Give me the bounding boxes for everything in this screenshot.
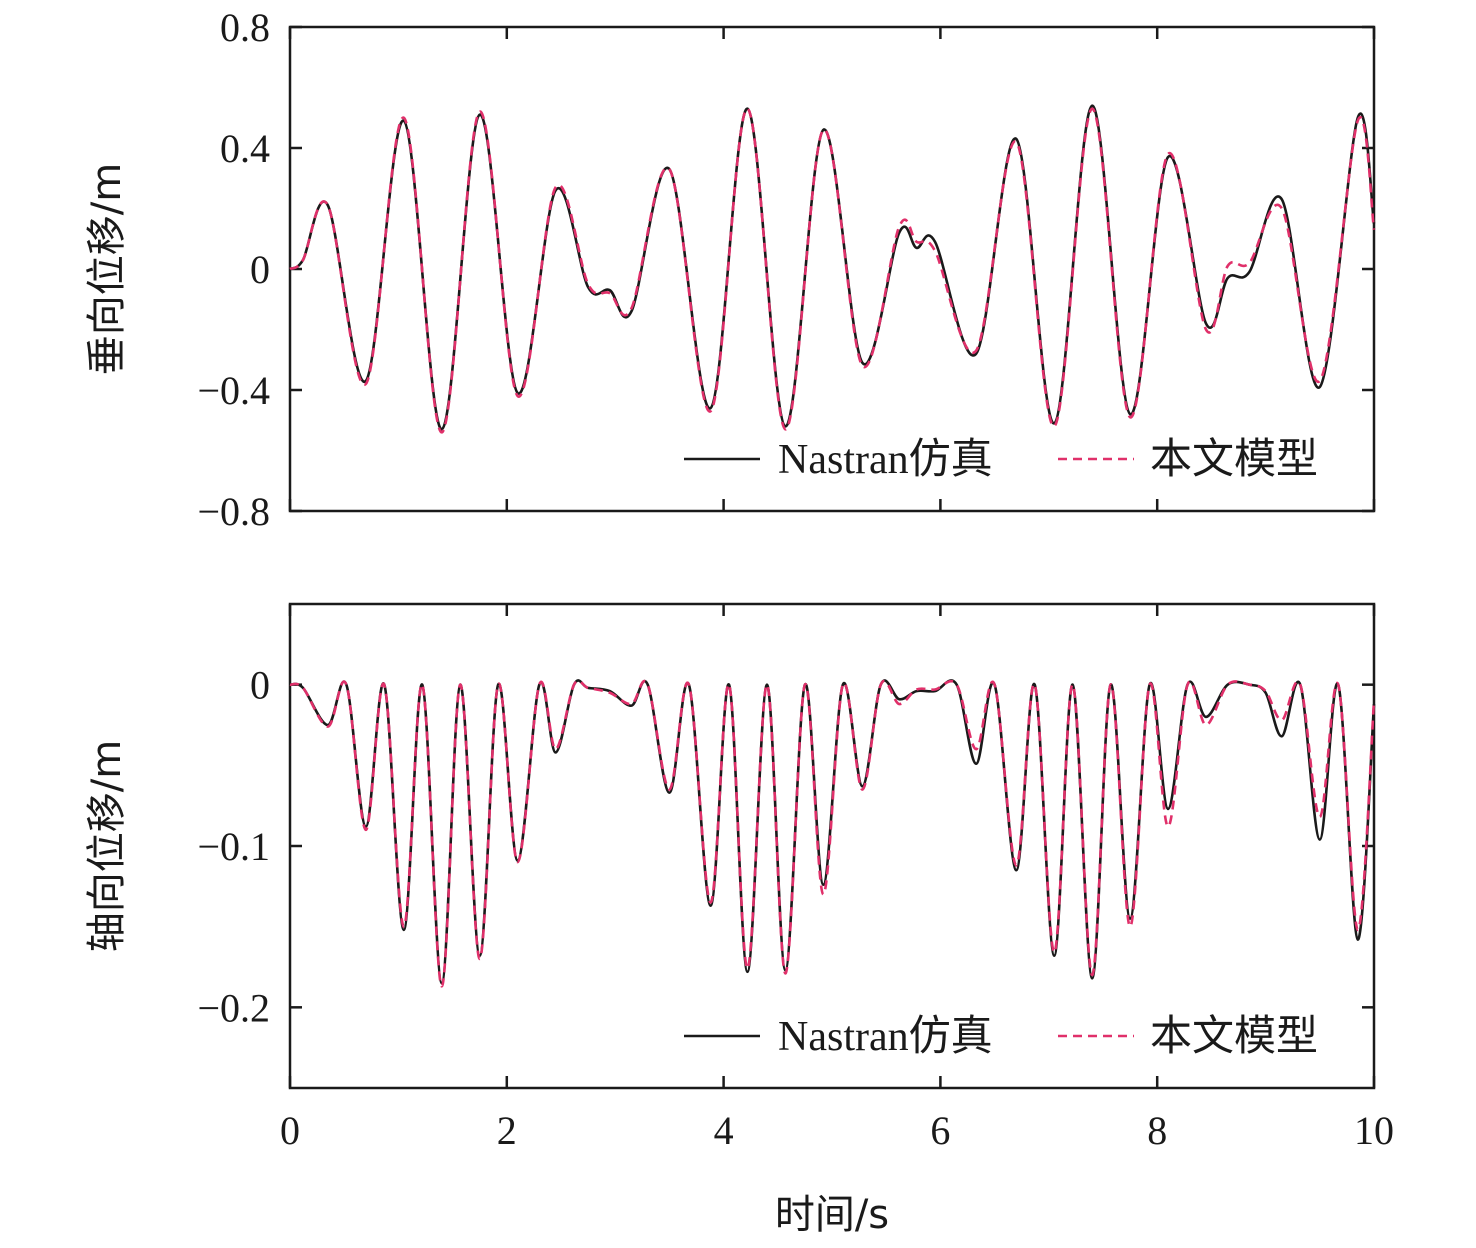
y-tick-label: −0.2 [197,985,270,1030]
series-line-nastran [289,679,1376,985]
series-group [289,104,1376,434]
x-tick-label: 8 [1147,1108,1167,1153]
legend-label-model: 本文模型 [1150,436,1318,483]
y-tick-label: −0.4 [197,368,270,413]
y-tick-label: −0.1 [197,824,270,869]
tick-group: 0.8 0.4 0 −0.4 −0.8 [197,5,1376,534]
y-tick-label: −0.8 [197,489,270,534]
x-tick-label: 4 [714,1108,734,1153]
x-axis-label: 时间/s [775,1192,889,1238]
series-line-model [289,107,1376,434]
legend: Nastran仿真 本文模型 [684,1013,1318,1060]
y-tick-label: 0.4 [220,126,270,171]
series-line-model [289,679,1376,988]
y-tick-label: 0 [250,663,270,708]
axial-displacement-panel: 0 2 4 6 8 10 0 −0.1 −0.2 轴向位移/m Nastran仿真 本文模型 时… [84,602,1394,1238]
legend-label-model: 本文模型 [1150,1013,1318,1060]
y-tick-label: 0 [250,247,270,292]
vertical-displacement-panel: 0.8 0.4 0 −0.4 −0.8 垂向位移/m Nastran仿真 本文模型 [84,5,1376,534]
x-tick-label: 2 [497,1108,517,1153]
x-tick-label: 0 [280,1108,300,1153]
tick-group: 0 2 4 6 8 10 0 −0.1 −0.2 [197,604,1394,1153]
y-axis-label: 轴向位移/m [84,740,130,952]
x-tick-label: 10 [1354,1108,1394,1153]
y-axis-label: 垂向位移/m [84,163,130,375]
legend-label-nastran: Nastran仿真 [778,437,993,483]
y-tick-label: 0.8 [220,5,270,50]
x-tick-label: 6 [930,1108,950,1153]
legend: Nastran仿真 本文模型 [684,436,1318,483]
series-group [289,679,1376,988]
legend-label-nastran: Nastran仿真 [778,1014,993,1060]
